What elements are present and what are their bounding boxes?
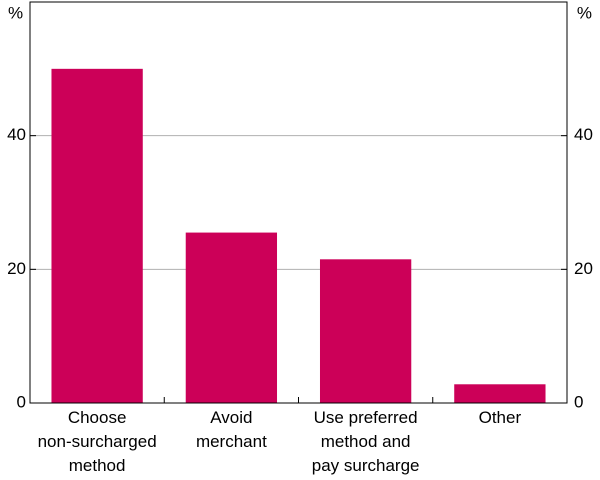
x-tick-label: Avoid merchant <box>195 408 267 451</box>
x-tick-label: Use preferred method and pay surcharge <box>311 408 420 475</box>
x-tick-label: Other <box>478 408 522 427</box>
bar <box>51 68 143 403</box>
y-tick-label-left: 40 <box>7 125 26 144</box>
y-unit-left: % <box>8 3 23 22</box>
bar <box>454 384 546 403</box>
bar <box>185 232 278 403</box>
y-tick-label-right: 40 <box>574 125 593 144</box>
x-tick-label: Choose non-surcharged method <box>37 408 157 475</box>
plot-frame <box>29 1 568 404</box>
bar <box>319 259 412 403</box>
y-tick-label-left: 0 <box>17 392 26 411</box>
y-unit-right: % <box>577 3 592 22</box>
y-tick-label-left: 20 <box>7 259 26 278</box>
y-tick-label-right: 0 <box>574 392 583 411</box>
y-tick-label-right: 20 <box>574 259 593 278</box>
